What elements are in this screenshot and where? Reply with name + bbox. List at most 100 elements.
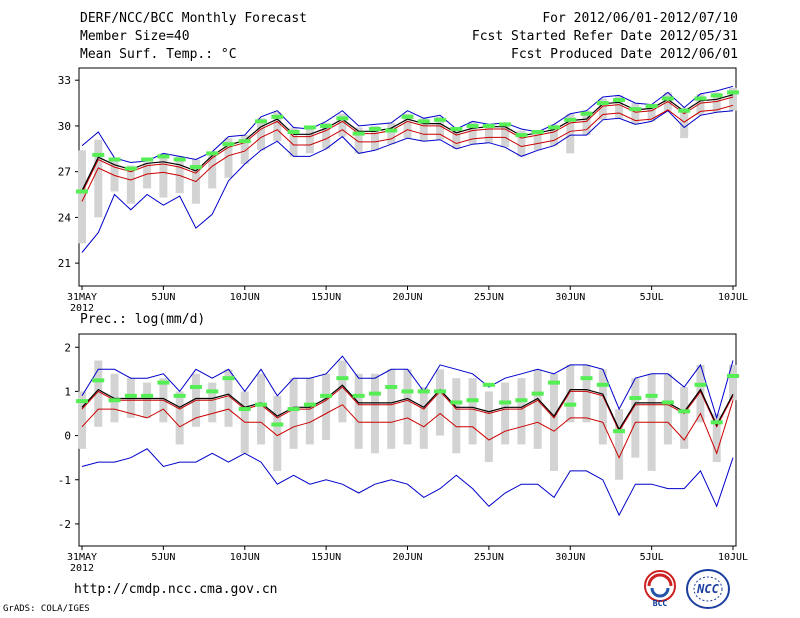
obs-marker <box>434 117 447 122</box>
x-tick-label: 30JUN <box>555 552 585 563</box>
obs-marker <box>76 399 88 404</box>
spread-bar <box>354 373 363 449</box>
x-tick-label-year: 2012 <box>70 563 94 574</box>
spread-bar <box>468 121 477 145</box>
x-tick-label-year: 2012 <box>70 303 94 314</box>
obs-marker <box>141 157 154 162</box>
spread-bar <box>387 369 396 449</box>
y-tick-label: 2 <box>64 341 71 354</box>
obs-marker <box>710 420 723 425</box>
spread-bar <box>484 391 493 463</box>
spread-bar <box>598 98 607 120</box>
spread-bar <box>257 373 266 445</box>
spread-bar <box>257 118 266 151</box>
spread-bar <box>631 378 640 458</box>
x-tick-label: 5JUN <box>151 552 175 563</box>
spread-bar <box>208 382 217 423</box>
obs-marker <box>287 130 300 135</box>
bcc-logo-text: BCC <box>653 599 668 608</box>
min-line <box>81 110 734 253</box>
spread-bar <box>533 132 542 151</box>
obs-marker <box>466 123 479 128</box>
produced-date: Fcst Produced Date 2012/06/01 <box>511 47 738 62</box>
obs-marker <box>710 93 723 98</box>
obs-marker <box>108 398 121 403</box>
obs-marker <box>368 391 381 396</box>
x-tick-label: 30JUN <box>555 292 585 303</box>
spread-bar <box>501 382 510 445</box>
obs-marker <box>547 125 560 130</box>
spread-bar <box>712 413 721 463</box>
spread-bar <box>452 128 461 149</box>
spread-bar <box>175 156 184 194</box>
y-tick-label: 21 <box>58 257 71 270</box>
obs-marker <box>206 151 219 156</box>
obs-marker <box>189 165 202 170</box>
spread-bar <box>696 364 705 423</box>
mean-low-line <box>81 104 734 202</box>
spread-bar <box>582 364 591 423</box>
ncc-logo: NCC <box>686 569 730 609</box>
spread-bar <box>582 110 591 136</box>
obs-marker <box>92 378 105 383</box>
x-tick-label: 5JUL <box>640 552 664 563</box>
spread-bar <box>305 378 314 445</box>
spread-bar <box>615 409 624 480</box>
obs-marker <box>613 429 626 434</box>
spread-bar <box>663 373 672 445</box>
spread-bar <box>159 153 168 198</box>
spread-bar <box>322 373 331 440</box>
spread-bar <box>289 127 298 157</box>
obs-marker <box>678 108 691 113</box>
x-tick-label: 20JUN <box>392 292 422 303</box>
spread-bar <box>566 113 575 154</box>
obs-marker <box>124 166 137 171</box>
obs-marker <box>271 422 284 427</box>
obs-marker <box>320 393 333 398</box>
obs-marker <box>661 400 674 405</box>
obs-marker <box>303 402 316 407</box>
spread-bar <box>224 369 233 427</box>
spread-bar <box>696 93 705 116</box>
y-tick-label: 24 <box>58 211 72 224</box>
spread-bar <box>354 127 363 154</box>
obs-marker <box>564 117 577 122</box>
member-size: Member Size=40 <box>80 29 190 44</box>
variable-label: Mean Surf. Temp.: °C <box>80 47 237 62</box>
spread-bar <box>533 369 542 449</box>
website-link[interactable]: http://cmdp.ncc.cma.gov.cn <box>74 582 278 597</box>
spread-bar <box>729 87 737 111</box>
spread-bar <box>517 130 526 157</box>
ncc-logo-text: NCC <box>696 582 719 596</box>
grads-credit: GrADS: COLA/IGES <box>3 604 90 614</box>
bcc-logo: BCC <box>644 570 676 608</box>
spread-bar <box>615 95 624 119</box>
y-tick-label: 30 <box>58 120 71 133</box>
chart-title: DERF/NCC/BCC Monthly Forecast <box>80 11 307 26</box>
y-tick-label: 33 <box>58 74 71 87</box>
obs-marker <box>596 101 609 106</box>
obs-marker <box>352 393 365 398</box>
spread-bar <box>273 112 282 142</box>
obs-marker <box>222 376 235 381</box>
obs-marker <box>482 123 495 128</box>
spread-bar <box>224 138 233 178</box>
obs-marker <box>173 393 186 398</box>
spread-bar <box>484 124 493 143</box>
obs-marker <box>368 126 381 131</box>
obs-marker <box>531 391 544 396</box>
spread-bar <box>436 116 445 140</box>
obs-marker <box>108 157 121 162</box>
x-tick-label: 25JUN <box>474 552 504 563</box>
obs-marker <box>450 126 463 131</box>
obs-marker <box>141 393 154 398</box>
spread-bar <box>566 364 575 423</box>
obs-marker <box>157 154 170 159</box>
obs-marker <box>727 90 739 95</box>
spread-bar <box>436 369 445 436</box>
x-tick-label: 31MAY <box>67 292 97 303</box>
y-tick-label: 27 <box>58 166 71 179</box>
spread-bar <box>78 150 86 244</box>
